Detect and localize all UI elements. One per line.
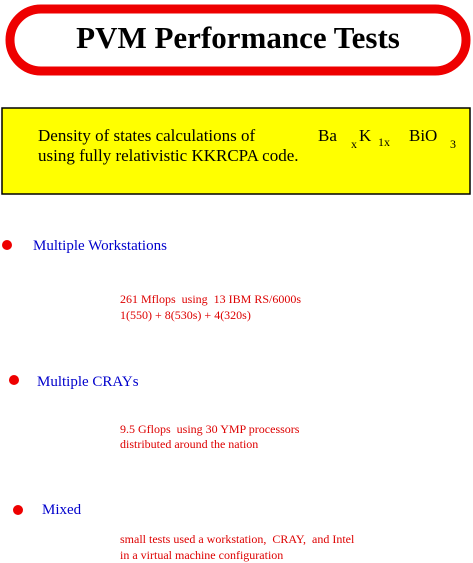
summary-text: Density of states calculations of <box>38 126 256 145</box>
formula-subscript: 3 <box>450 137 456 151</box>
section-label: Multiple CRAYs <box>37 374 139 390</box>
bullet <box>9 375 19 385</box>
section-detail: 1(550) + 8(530s) + 4(320s) <box>120 308 251 322</box>
formula-part: BiO <box>409 126 437 145</box>
section-detail: in a virtual machine configuration <box>120 548 283 562</box>
summary-text: using fully relativistic KKRCPA code. <box>38 146 299 165</box>
bullet <box>2 240 12 250</box>
title: PVM Performance Tests <box>76 20 400 55</box>
section-label: Mixed <box>42 502 82 518</box>
summary-box <box>1 107 471 195</box>
formula-part: K <box>359 126 372 145</box>
formula-subscript: 1x <box>378 135 390 149</box>
formula-part: Ba <box>318 126 337 145</box>
title-frame <box>5 4 471 76</box>
section-detail: 9.5 Gflops using 30 YMP processors <box>120 422 300 436</box>
section-label: Multiple Workstations <box>33 238 167 254</box>
section-detail: 261 Mflops using 13 IBM RS/6000s <box>120 292 301 306</box>
formula-subscript: x <box>351 137 357 151</box>
bullet <box>13 505 23 515</box>
section-detail: distributed around the nation <box>120 437 258 451</box>
section-detail: small tests used a workstation, CRAY, an… <box>120 532 355 546</box>
